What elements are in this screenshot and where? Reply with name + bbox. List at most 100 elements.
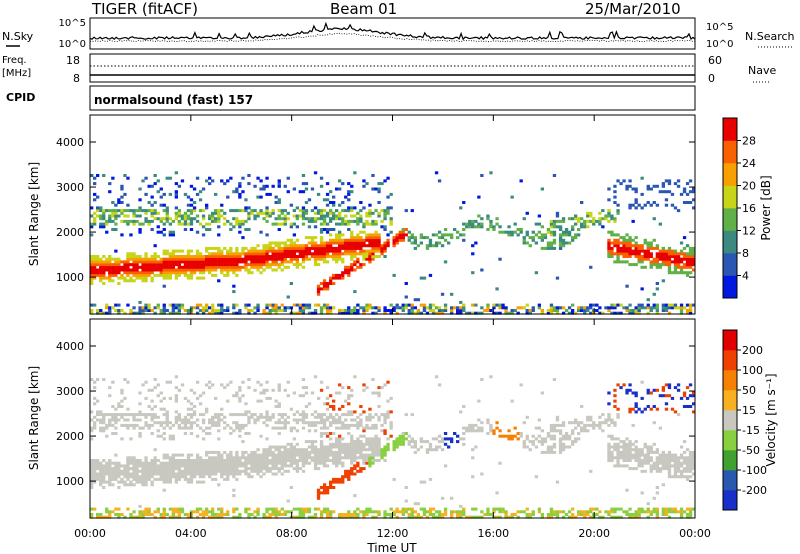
velocity-cell [241,423,245,427]
power-cell [329,306,333,310]
power-cell [238,225,242,229]
velocity-cell [652,421,656,425]
velocity-cell [389,434,393,438]
velocity-cell [144,467,148,471]
velocity-cell [186,407,191,411]
velocity-cell [147,469,151,473]
power-cell [238,184,242,188]
velocity-cell [96,459,100,462]
power-cell [610,214,614,218]
velocity-cell [235,450,239,454]
velocity-cell [507,434,511,438]
power-cell [640,303,644,307]
power-cell [670,303,675,307]
power-cell [319,306,324,310]
power-cell [316,244,321,248]
velocity-cell [322,453,327,457]
velocity-cell [510,399,514,403]
velocity-cell [586,415,590,419]
power-cell [501,230,505,234]
power-cell [637,255,641,258]
xtick-label: 12:00 [377,527,409,540]
velocity-cell [250,459,254,462]
power-cell [431,303,436,307]
velocity-cell [226,510,230,514]
velocity-cell [286,459,290,462]
velocity-cell [108,394,112,398]
velocity-cell [443,510,448,514]
power-cell [238,257,242,261]
velocity-cell [120,480,124,484]
velocity-cell [183,418,188,422]
velocity-cell [371,456,375,460]
power-cell [192,217,197,221]
velocity-cell [174,453,179,457]
velocity-cell [301,453,306,457]
velocity-cell [114,432,118,435]
velocity-cell [368,415,372,419]
power-cell [398,233,402,237]
power-cell [274,257,278,261]
power-cell [586,225,590,229]
velocity-cell [434,515,439,519]
velocity-cell [298,450,303,454]
velocity-cell [198,461,203,465]
power-cell [235,268,239,272]
velocity-cell [189,426,194,430]
velocity-cell [277,405,281,408]
power-cell [117,268,121,272]
velocity-cell [589,423,593,427]
velocity-cell [192,461,197,465]
power-cell [226,263,230,267]
velocity-cell [135,467,139,471]
power-cell [99,276,103,280]
velocity-cell [135,423,139,427]
power-cell [147,257,151,261]
velocity-cell [265,388,269,392]
power-cell [679,311,684,315]
velocity-cell [595,507,599,511]
power-cell [153,311,157,315]
velocity-cell [198,394,203,398]
velocity-cell [313,507,318,511]
velocity-cell [238,459,242,462]
power-cell [144,219,148,223]
power-cell [192,265,197,269]
power-cell [667,265,672,269]
power-cell [643,203,647,207]
power-cell [549,303,554,307]
velocity-cell [362,442,366,446]
velocity-cell [555,513,560,516]
power-cell [144,268,148,272]
velocity-cell [380,453,384,457]
velocity-cell [262,453,266,457]
power-cell [319,241,324,245]
nsearch-trace [89,32,696,43]
power-cell [162,309,166,312]
velocity-cell [577,510,581,514]
velocity-cell [685,456,690,460]
power-cell [474,219,478,223]
velocity-cell [353,375,357,379]
power-cell [274,244,278,248]
power-cell [380,252,384,256]
power-cell [335,252,339,256]
power-cell [232,209,236,213]
power-cell [195,257,200,261]
power-cell [153,265,157,269]
power-cell [353,236,357,240]
velocity-cell [667,515,672,519]
power-cell [383,214,387,218]
power-cell [211,179,215,183]
velocity-cell [301,413,306,417]
velocity-cell [549,515,554,519]
velocity-cell [392,442,396,446]
velocity-cell [205,513,209,516]
velocity-cell [129,483,133,487]
velocity-cell [108,513,112,516]
velocity-cell [329,405,333,408]
velocity-cell [329,486,333,489]
power-cell [341,238,345,242]
velocity-cell [613,445,617,449]
velocity-cell [162,467,166,471]
